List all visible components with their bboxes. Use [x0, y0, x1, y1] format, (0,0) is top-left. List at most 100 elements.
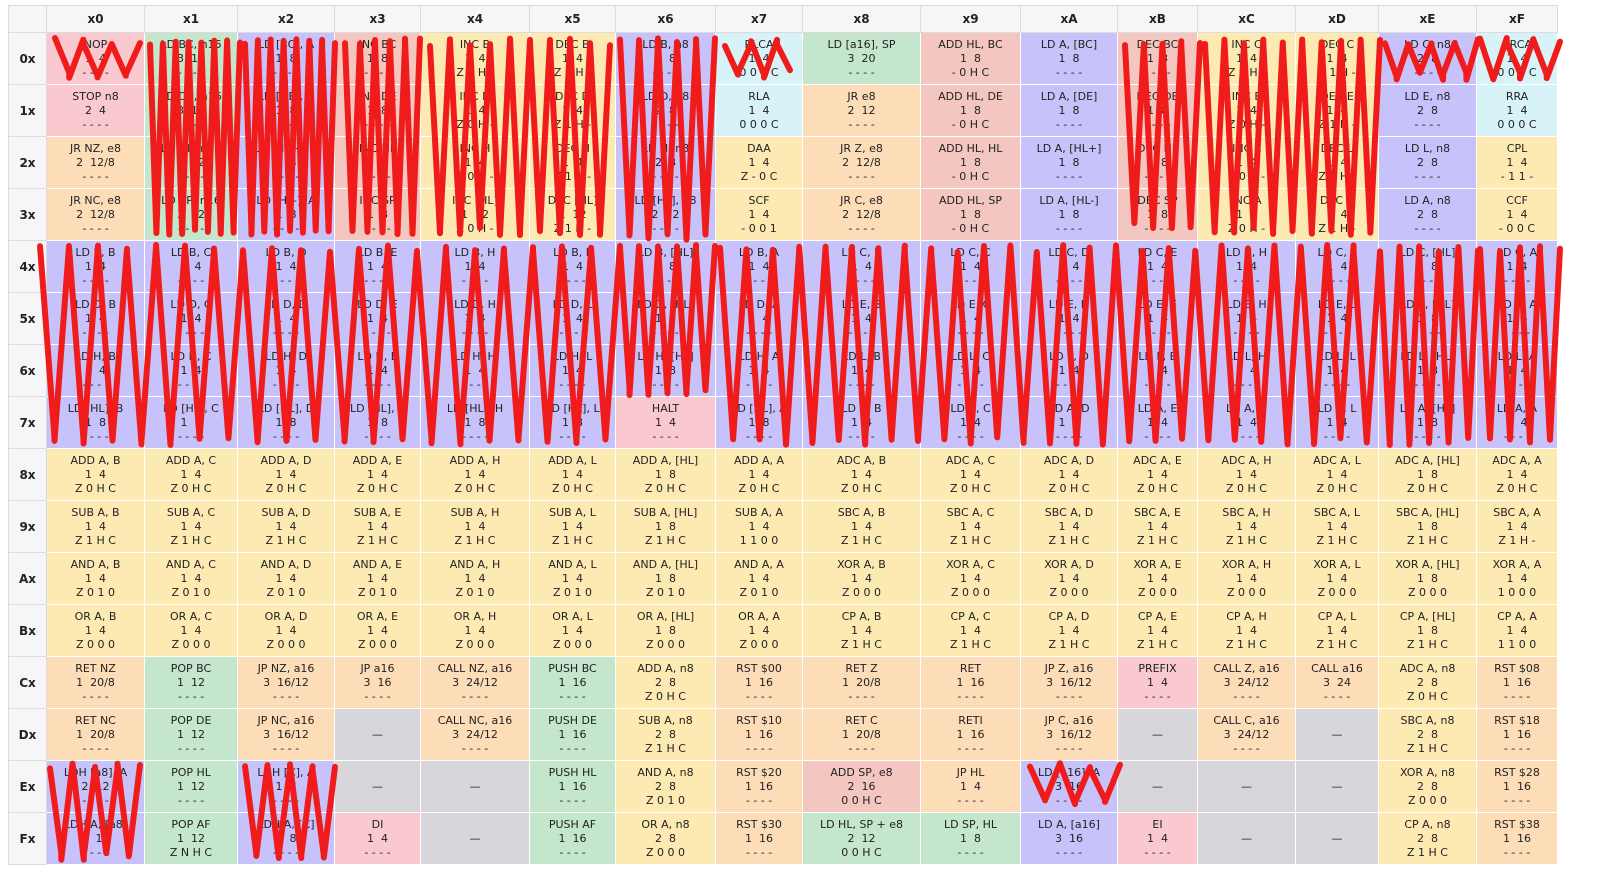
opcode-bytes-cycles: 1 8 [1417, 571, 1438, 585]
opcode-mnemonic: ADD A, B [70, 453, 121, 467]
opcode-bytes-cycles: 1 20/8 [842, 727, 881, 741]
opcode-cell-content: — [1297, 710, 1378, 760]
opcode-flags: - - - - [82, 117, 109, 131]
opcode-bytes-cycles: 1 4 [748, 571, 770, 585]
opcode-cell-content: RST $10 1 16- - - - [717, 710, 802, 760]
opcode-bytes-cycles: 1 4 [1506, 571, 1528, 585]
opcode-bytes-cycles: 3 16 [1055, 831, 1083, 845]
opcode-cell: LD HL, n16 3 12- - - - [144, 136, 238, 189]
opcode-bytes-cycles: 1 4 [85, 467, 106, 481]
opcode-bytes-cycles: 1 8 [367, 415, 388, 429]
opcode-bytes-cycles: 2 8 [655, 831, 676, 845]
opcode-flags: - - - - [177, 377, 205, 391]
opcode-flags: - - - - [1144, 65, 1171, 79]
opcode-mnemonic: LD H, H [454, 349, 496, 363]
column-header: x9 [920, 5, 1021, 33]
opcode-mnemonic: SBC A, D [1044, 505, 1094, 519]
opcode-flags: - - - - [1055, 325, 1083, 339]
opcode-mnemonic: SBC A, L [1313, 505, 1361, 519]
opcode-mnemonic: ADC A, E [1133, 453, 1182, 467]
opcode-flags: - - - - [652, 377, 679, 391]
opcode-mnemonic: SUB A, H [450, 505, 500, 519]
opcode-cell: LD A, [HL-] 1 8- - - - [1020, 188, 1118, 241]
row-header: 2x [8, 136, 47, 189]
opcode-mnemonic: LD B, A [738, 245, 780, 259]
row-header: Cx [8, 656, 47, 709]
opcode-mnemonic: CP A, C [950, 609, 991, 623]
opcode-flags: - - - - [1144, 325, 1171, 339]
opcode-mnemonic: SUB A, D [261, 505, 311, 519]
opcode-cell-content: POP AF 1 12 Z N H C [146, 814, 237, 864]
opcode-mnemonic: LD A, C [950, 401, 991, 415]
opcode-mnemonic: LD C, A [1496, 245, 1538, 259]
opcode-flags: - - - - [272, 429, 300, 443]
opcode-cell-content: INC DE 1 8- - - - [336, 86, 420, 136]
opcode-bytes-cycles: 1 16 [558, 727, 587, 741]
opcode-mnemonic: INC SP [359, 193, 396, 207]
opcode-cell: JP a16 3 16- - - - [334, 656, 421, 709]
opcode-cell: JP NC, a16 3 16/12- - - - [237, 708, 335, 761]
opcode-mnemonic: INC DE [358, 89, 397, 103]
opcode-flags: - - - - [272, 169, 300, 183]
opcode-cell: LD A, [BC] 1 8- - - - [1020, 32, 1118, 85]
opcode-bytes-cycles: 3 12 [177, 103, 205, 117]
opcode-mnemonic: ADD A, A [733, 453, 784, 467]
opcode-mnemonic: AND A, [HL] [632, 557, 699, 571]
opcode-bytes-cycles: 1 4 [367, 831, 388, 845]
opcode-cell: INC DE 1 8- - - - [334, 84, 421, 137]
opcode-bytes-cycles: 1 8 [562, 415, 583, 429]
opcode-bytes-cycles: 1 4 [1147, 415, 1168, 429]
opcode-bytes-cycles: 1 4 [748, 155, 770, 169]
opcode-flags: Z 1 H - [553, 221, 592, 235]
opcode-bytes-cycles: 1 16 [558, 831, 587, 845]
opcode-cell-content: — [422, 762, 529, 812]
row-header: 3x [8, 188, 47, 241]
opcode-flags: - - - - [745, 793, 773, 807]
opcode-mnemonic: LD [HL], L [545, 401, 600, 415]
opcode-bytes-cycles: 2 8 [655, 779, 676, 793]
opcode-flags: 1 0 0 0 [1497, 585, 1537, 599]
opcode-flags: Z 0 H C [454, 481, 496, 495]
opcode-mnemonic: JR NZ, e8 [70, 141, 121, 155]
opcode-flags: - - - - [272, 689, 300, 703]
opcode-flags: Z 0 0 0 [171, 637, 211, 651]
opcode-flags: - - - - [1414, 273, 1441, 287]
opcode-mnemonic: CALL NC, a16 [437, 713, 513, 727]
opcode-cell-content: INC SP 1 8- - - - [336, 190, 420, 240]
opcode-bytes-cycles: 1 16 [1503, 831, 1531, 845]
opcode-cell: DEC SP 1 8- - - - [1117, 188, 1198, 241]
opcode-mnemonic: CP A, n8 [1404, 817, 1451, 831]
opcode-cell: JP HL 1 4- - - - [920, 760, 1021, 813]
opcode-mnemonic: XOR A, E [1133, 557, 1182, 571]
opcode-mnemonic: PUSH DE [548, 713, 597, 727]
opcode-cell: ADD HL, HL 1 8- 0 H C [920, 136, 1021, 189]
opcode-cell: LD A, [HL] 1 8- - - - [1378, 396, 1477, 449]
column-header: x0 [46, 5, 145, 33]
opcode-mnemonic: DEC SP [1137, 193, 1178, 207]
